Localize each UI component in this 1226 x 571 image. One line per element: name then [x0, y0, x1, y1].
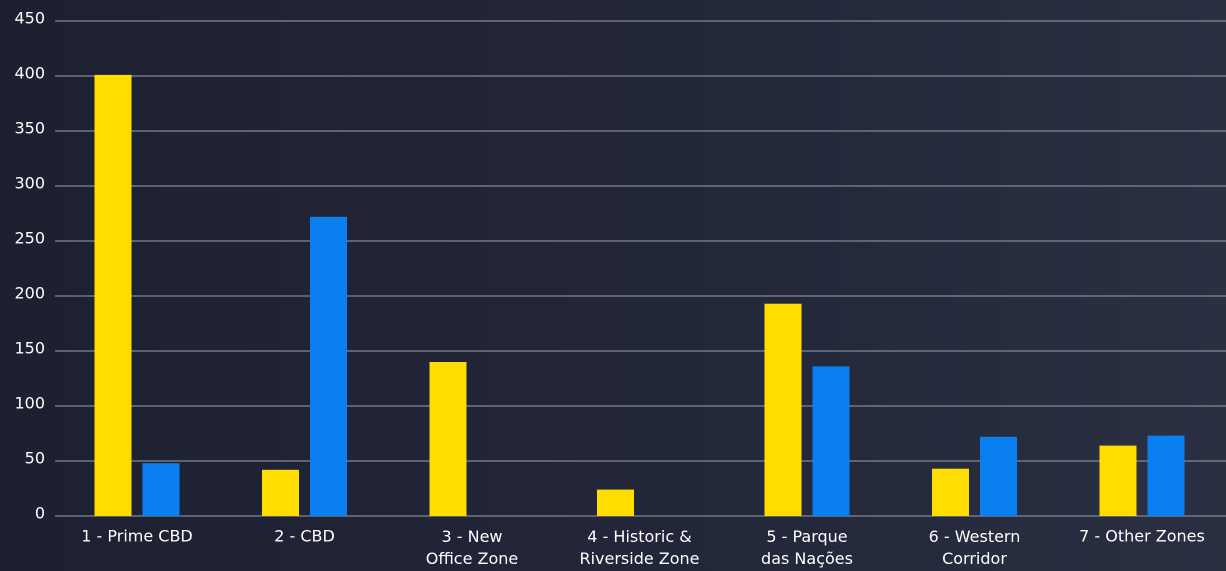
x-tick-label: 5 - Parque das Nações — [761, 527, 853, 568]
bar — [764, 303, 802, 516]
bar — [812, 366, 850, 516]
bar — [932, 468, 969, 516]
x-tick-label-line: 4 - Historic & — [587, 527, 691, 546]
bar — [1147, 435, 1185, 516]
x-tick-label: 7 - Other Zones — [1079, 527, 1205, 546]
x-tick-label-line: 5 - Parque — [766, 527, 847, 546]
x-tick-label: 2 - CBD — [274, 527, 335, 546]
bar — [597, 489, 634, 516]
y-tick-label: 400 — [14, 64, 45, 83]
x-tick-label-line: Corridor — [942, 549, 1007, 568]
y-tick-label: 350 — [14, 119, 45, 138]
x-tick-label-line: das Nações — [761, 549, 853, 568]
x-tick-label-line: 3 - New — [441, 527, 502, 546]
x-tick-label-line: Office Zone — [426, 549, 519, 568]
x-tick-label: 6 - Western Corridor — [929, 527, 1021, 568]
x-tick-label-line: 6 - Western — [929, 527, 1021, 546]
bar — [262, 469, 299, 516]
x-tick-label: 3 - New Office Zone — [426, 527, 519, 568]
y-tick-label: 150 — [14, 339, 45, 358]
bar — [1099, 445, 1137, 516]
bar — [142, 463, 180, 516]
y-tick-label: 250 — [14, 229, 45, 248]
x-tick-label: 1 - Prime CBD — [81, 527, 193, 546]
bar — [94, 74, 132, 517]
y-tick-label: 0 — [35, 504, 45, 523]
x-tick-label-line: Riverside Zone — [579, 549, 699, 568]
x-tick-label: 4 - Historic & Riverside Zone — [579, 527, 699, 568]
y-tick-label: 200 — [14, 284, 45, 303]
y-tick-label: 100 — [14, 394, 45, 413]
bar — [429, 362, 467, 516]
y-tick-label: 50 — [25, 449, 45, 468]
y-tick-label: 300 — [14, 174, 45, 193]
bar — [980, 436, 1017, 516]
bar — [310, 216, 347, 517]
y-tick-label: 450 — [14, 9, 45, 28]
